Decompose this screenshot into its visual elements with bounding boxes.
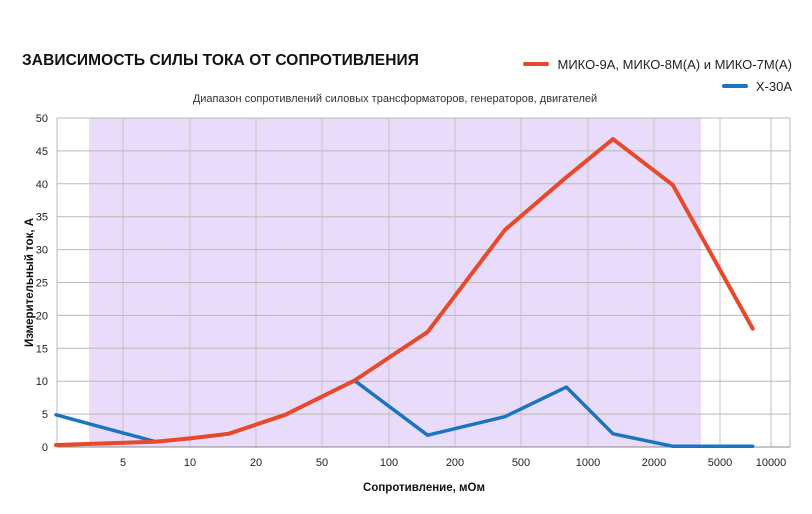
x-tick-label: 5 bbox=[120, 457, 126, 469]
legend-swatch-series-2 bbox=[721, 84, 748, 88]
y-tick-label: 20 bbox=[36, 310, 48, 322]
x-tick-label: 10000 bbox=[756, 457, 787, 469]
x-tick-label: 2000 bbox=[642, 457, 666, 469]
y-tick-label: 5 bbox=[42, 409, 48, 421]
x-axis-title: Сопротивление, мОм bbox=[363, 482, 485, 494]
y-tick-label: 30 bbox=[36, 245, 48, 257]
y-tick-label: 40 bbox=[36, 179, 48, 191]
legend-item-series-1: МИКО-9А, МИКО-8М(А) и МИКО-7М(А) bbox=[523, 53, 792, 75]
x-tick-label: 20 bbox=[250, 457, 262, 469]
x-tick-label: 5000 bbox=[708, 457, 732, 469]
y-tick-label: 35 bbox=[36, 212, 48, 224]
x-tick-label: 200 bbox=[446, 457, 464, 469]
series-line-1 bbox=[54, 137, 755, 447]
y-axis-ticks: 0 5 10 15 20 25 30 35 40 45 50 bbox=[36, 113, 48, 454]
y-axis-title: Измерительный ток, А bbox=[24, 218, 36, 347]
legend-item-series-2: X-30A bbox=[523, 75, 792, 97]
chart-legend: МИКО-9А, МИКО-8М(А) и МИКО-7М(А) X-30A bbox=[523, 53, 792, 97]
y-tick-label: 50 bbox=[36, 113, 48, 125]
y-tick-label: 45 bbox=[36, 146, 48, 158]
y-tick-label: 15 bbox=[36, 343, 48, 355]
x-tick-label: 1000 bbox=[576, 457, 600, 469]
x-tick-label: 10 bbox=[184, 457, 196, 469]
series-lines bbox=[54, 137, 755, 449]
x-tick-label: 100 bbox=[380, 457, 398, 469]
legend-label-series-1: МИКО-9А, МИКО-8М(А) и МИКО-7М(А) bbox=[557, 56, 792, 72]
highlight-band-label: Диапазон сопротивлений силовых трансформ… bbox=[193, 93, 597, 105]
x-tick-label: 500 bbox=[512, 457, 530, 469]
legend-label-series-2: X-30A bbox=[755, 78, 792, 94]
chart-title: ЗАВИСИМОСТЬ СИЛЫ ТОКА ОТ СОПРОТИВЛЕНИЯ bbox=[22, 52, 419, 69]
y-tick-label: 0 bbox=[42, 442, 48, 454]
x-axis-ticks: 5 10 20 50 100 200 500 1000 2000 5000 10000 bbox=[120, 457, 786, 469]
y-tick-label: 10 bbox=[36, 376, 48, 388]
x-tick-label: 50 bbox=[316, 457, 328, 469]
grid bbox=[56, 117, 791, 448]
y-tick-label: 25 bbox=[36, 278, 48, 290]
legend-swatch-series-1 bbox=[523, 62, 550, 66]
